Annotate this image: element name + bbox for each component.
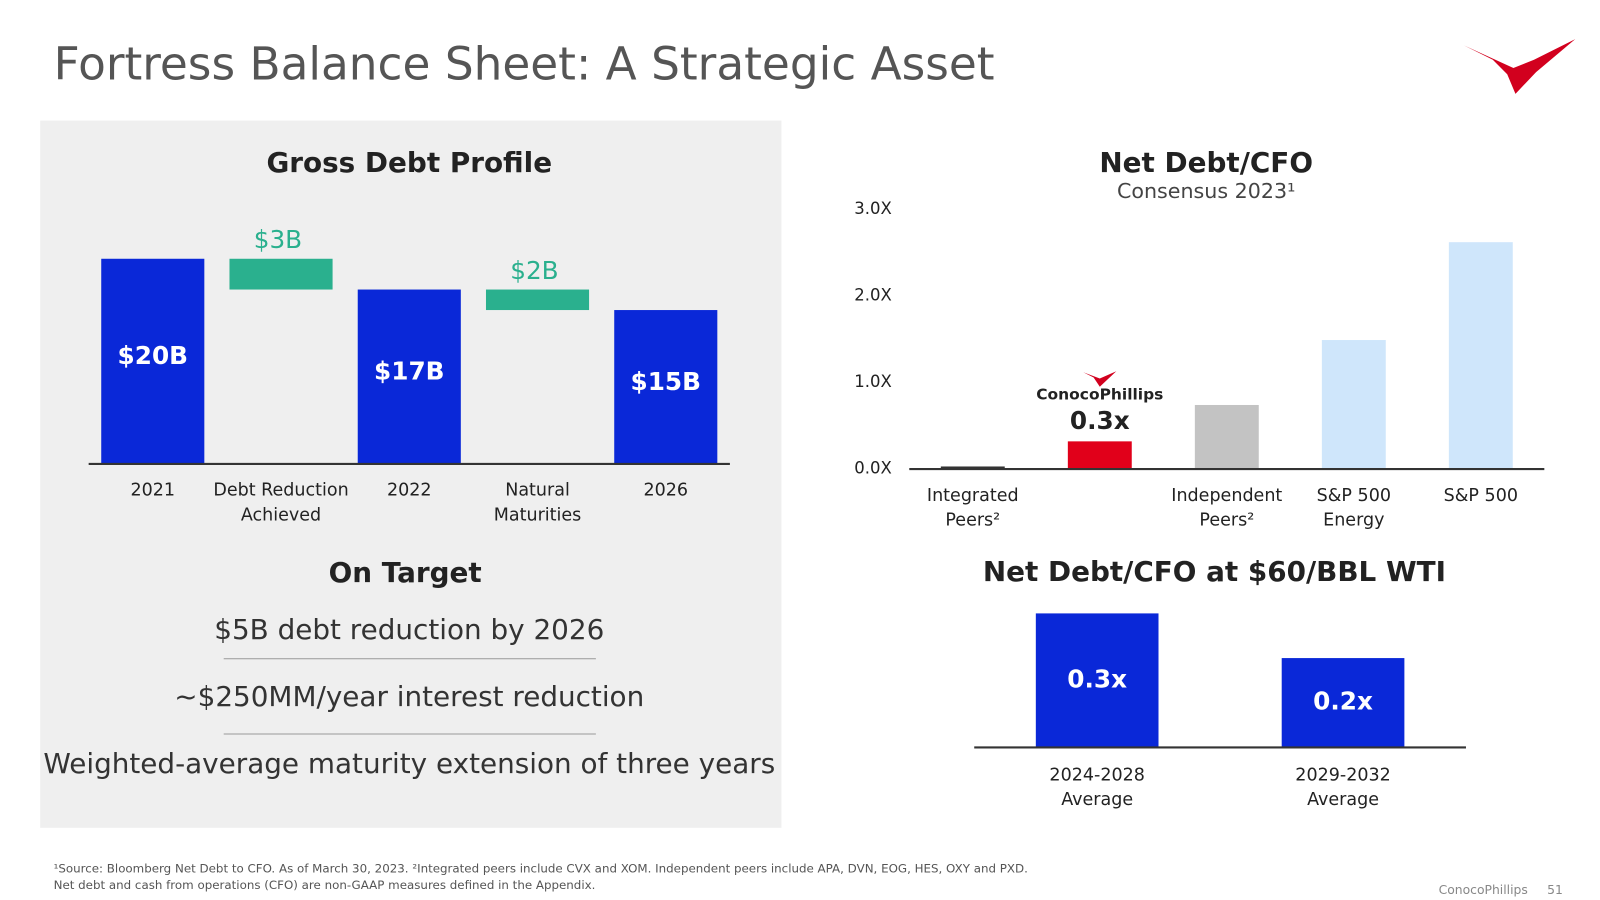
x-tick-label: 2029-2032 Average [1295, 765, 1390, 810]
bar [1281, 658, 1405, 748]
bar [940, 466, 1005, 470]
bar [485, 289, 590, 311]
value-label: $15B [631, 367, 701, 396]
panel [40, 120, 782, 828]
bar-logo [1083, 371, 1117, 387]
value-label: 0.3x [1067, 664, 1127, 693]
bar [357, 289, 461, 464]
footer-company: ConocoPhillips [1439, 883, 1528, 897]
x-tick-label: Natural Maturities [494, 481, 582, 526]
slide-title: Fortress Balance Sheet: A Strategic Asse… [54, 38, 995, 91]
chart-title: Gross Debt Profile [266, 146, 552, 179]
on-target-item: Weighted-average maturity extension of t… [43, 747, 775, 780]
bar [1067, 441, 1132, 470]
x-tick-label: 2022 [387, 481, 432, 501]
x-tick-label: 2026 [643, 481, 688, 501]
x-tick-label: 2021 [130, 481, 175, 501]
value-label: $3B [254, 225, 302, 254]
bar-name: ConocoPhillips [1036, 385, 1163, 403]
bar [229, 258, 333, 290]
x-tick-label: Independent Peers² [1171, 486, 1282, 531]
x-tick-label: Debt Reduction Achieved [213, 481, 348, 526]
footnote: Net debt and cash from operations (CFO) … [54, 878, 596, 892]
x-tick-label: Integrated Peers² [927, 486, 1019, 531]
page-number: 51 [1547, 883, 1563, 897]
x-tick-label: S&P 500 Energy [1317, 486, 1391, 531]
value-label: 0.2x [1313, 687, 1373, 716]
bar [1321, 340, 1386, 470]
x-tick-label: 2024-2028 Average [1049, 765, 1144, 810]
y-tick-label: 1.0X [854, 372, 892, 391]
bar [1448, 242, 1513, 470]
on-target-title: On Target [329, 556, 482, 589]
value-label: $20B [118, 341, 188, 370]
on-target-item: $5B debt reduction by 2026 [214, 613, 604, 646]
footnote: ¹Source: Bloomberg Net Debt to CFO. As o… [54, 862, 1028, 876]
chart-subtitle: Consensus 2023¹ [1117, 179, 1295, 203]
bar [614, 310, 718, 464]
value-label: 0.3x [1070, 406, 1130, 435]
bar [1035, 613, 1159, 748]
value-label: $2B [510, 256, 558, 285]
bar [101, 258, 205, 464]
y-tick-label: 3.0X [854, 199, 892, 218]
chart-title: Net Debt/CFO [1099, 146, 1313, 179]
value-label: $17B [374, 357, 444, 386]
chart-title: Net Debt/CFO at $60/BBL WTI [983, 555, 1446, 588]
y-tick-label: 0.0X [854, 459, 892, 478]
x-tick-label: S&P 500 [1444, 486, 1518, 506]
bar [1194, 404, 1259, 470]
y-tick-label: 2.0X [854, 285, 892, 304]
on-target-item: ~$250MM/year interest reduction [174, 680, 644, 713]
logo [1463, 39, 1576, 94]
